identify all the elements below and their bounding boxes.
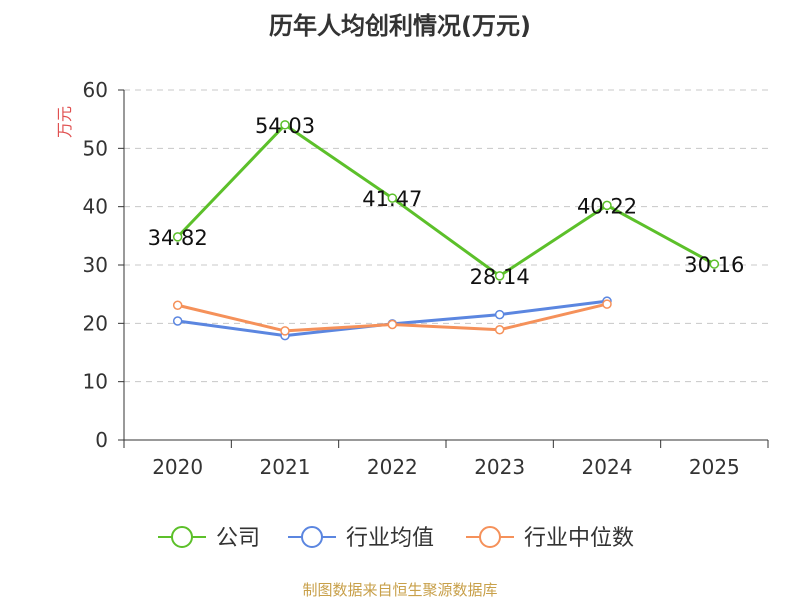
y-tick-label: 60 bbox=[83, 78, 108, 102]
source-note: 制图数据来自恒生聚源数据库 bbox=[302, 581, 498, 599]
data-label: 30.16 bbox=[684, 253, 744, 277]
y-axis-label: 万元 bbox=[55, 106, 74, 138]
y-tick-label: 40 bbox=[83, 195, 108, 219]
y-tick-label: 50 bbox=[83, 136, 108, 160]
data-label: 34.82 bbox=[148, 226, 208, 250]
x-tick-label: 2022 bbox=[367, 455, 418, 479]
legend-marker bbox=[479, 526, 501, 548]
data-point bbox=[280, 326, 290, 336]
data-point bbox=[494, 309, 505, 320]
chart-title: 历年人均创利情况(万元) bbox=[269, 12, 531, 40]
legend-label: 公司 bbox=[216, 526, 260, 551]
data-point bbox=[172, 300, 183, 310]
data-label: 40.22 bbox=[577, 194, 637, 218]
data-label: 41.47 bbox=[362, 187, 422, 211]
data-point bbox=[280, 120, 290, 130]
x-tick-label: 2020 bbox=[152, 455, 203, 479]
data-point bbox=[494, 271, 505, 281]
data-point bbox=[387, 319, 398, 330]
data-label: 28.14 bbox=[470, 265, 530, 289]
x-tick-label: 2023 bbox=[474, 455, 525, 479]
y-tick-label: 10 bbox=[83, 370, 108, 394]
data-point bbox=[709, 259, 720, 269]
x-tick-label: 2021 bbox=[260, 455, 311, 479]
data-point bbox=[602, 299, 612, 309]
legend-label: 行业中位数 bbox=[524, 526, 634, 551]
series-line-0 bbox=[176, 123, 716, 278]
legend-label: 行业均值 bbox=[346, 526, 434, 551]
x-tick-label: 2024 bbox=[582, 455, 633, 479]
data-label: 54.03 bbox=[255, 114, 315, 138]
x-tick-label: 2025 bbox=[689, 455, 740, 479]
y-tick-label: 30 bbox=[83, 253, 108, 277]
data-point bbox=[387, 193, 398, 203]
legend-marker bbox=[301, 526, 323, 548]
y-tick-label: 20 bbox=[83, 311, 108, 335]
data-point bbox=[602, 200, 612, 211]
data-point bbox=[172, 316, 183, 326]
data-point bbox=[172, 232, 183, 242]
y-tick-label: 0 bbox=[95, 428, 108, 452]
legend-marker bbox=[171, 526, 193, 548]
data-point bbox=[494, 325, 505, 335]
